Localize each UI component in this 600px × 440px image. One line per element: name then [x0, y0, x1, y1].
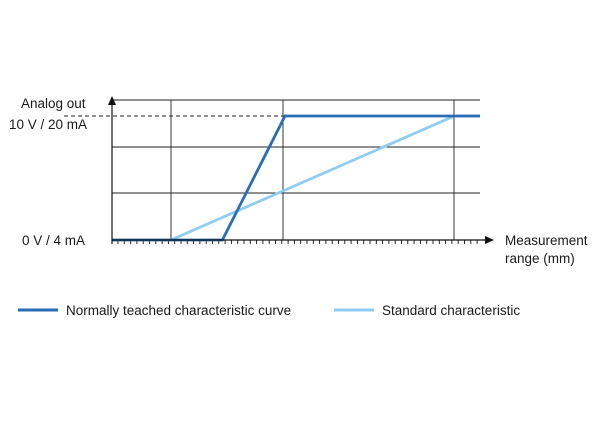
y-axis-label: Analog out	[21, 96, 86, 111]
legend: Normally teached characteristic curve St…	[18, 303, 520, 318]
y-tick-label-min: 0 V / 4 mA	[22, 233, 85, 248]
x-axis-arrowhead	[485, 236, 494, 244]
y-axis-arrowhead	[108, 96, 116, 105]
y-tick-label-max: 10 V / 20 mA	[9, 117, 87, 132]
legend-label-teached: Normally teached characteristic curve	[66, 303, 291, 318]
x-axis-label-line2: range (mm)	[505, 251, 575, 266]
series-line-standard-characteristic	[112, 114, 480, 242]
series-line-teached-characteristic	[112, 114, 480, 242]
legend-label-standard: Standard characteristic	[382, 303, 520, 318]
grid-lines	[112, 99, 480, 240]
x-axis-label-line1: Measurement	[505, 233, 588, 248]
series-lines	[112, 114, 480, 242]
